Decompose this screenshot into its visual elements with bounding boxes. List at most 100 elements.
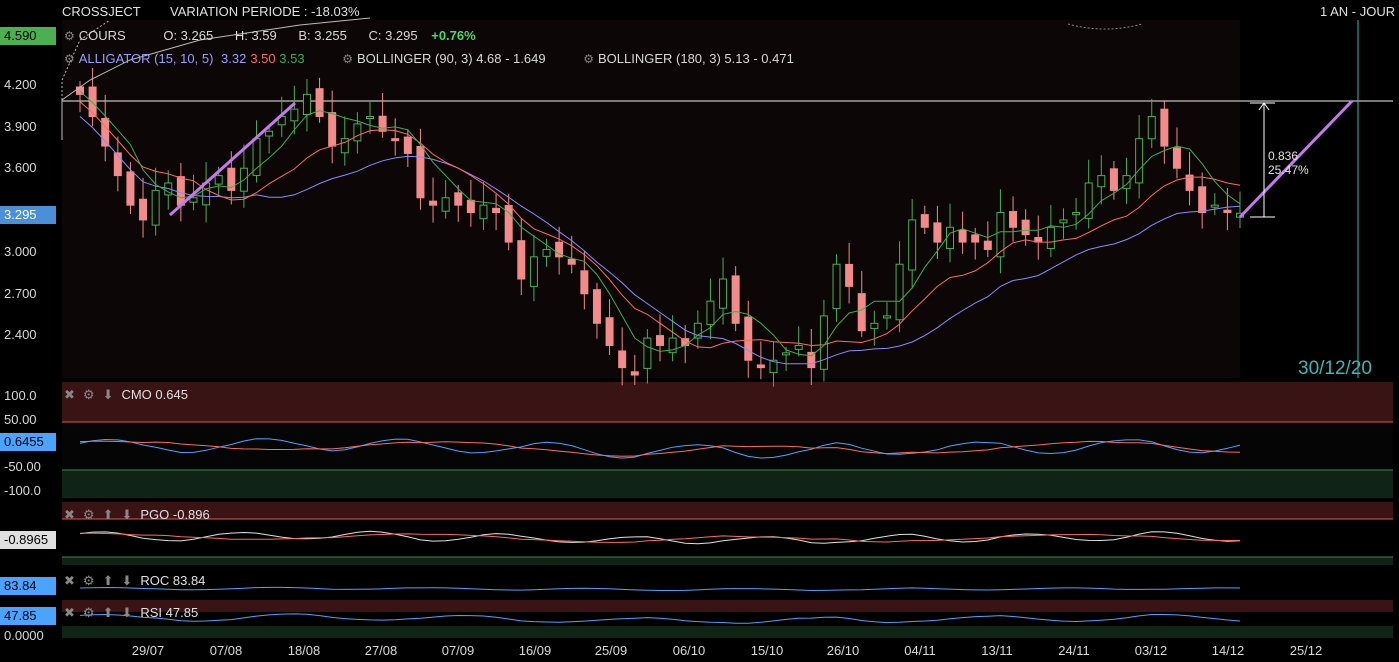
candle-body xyxy=(1122,175,1131,189)
y-tick: 3.600 xyxy=(4,160,37,175)
candle-body xyxy=(920,214,929,228)
low-value: B: 3.255 xyxy=(298,28,347,43)
indicators-row: ⚙ ALLIGATOR (15, 10, 5) 3.32 3.50 3.53 ⚙ BO… xyxy=(64,51,798,66)
bollinger-outer-line xyxy=(61,19,111,140)
instrument-name: CROSSJECT xyxy=(62,4,141,19)
alligator-lips-line xyxy=(79,91,1241,357)
arrow-down-icon[interactable]: ⬇ xyxy=(121,507,133,522)
candle-body xyxy=(832,263,841,310)
candle-body xyxy=(529,256,538,287)
close-icon[interactable]: ✖ xyxy=(64,507,75,522)
candle-body xyxy=(1172,147,1181,169)
candle-body xyxy=(618,350,627,369)
alligator-label: ALLIGATOR (15, 10, 5) xyxy=(78,51,214,66)
arrow-up-icon[interactable]: ⬆ xyxy=(102,507,114,522)
gear-icon[interactable]: ⚙ xyxy=(82,605,95,620)
arrow-down-icon[interactable]: ⬇ xyxy=(121,573,133,588)
candle-body xyxy=(353,123,362,142)
alligator-jaw-line xyxy=(79,116,1241,365)
arrow-up-icon[interactable]: ⬆ xyxy=(102,605,114,620)
candle-body xyxy=(769,359,778,374)
roc-title: ROC 83.84 xyxy=(140,573,206,588)
pgo-title: PGO -0.896 xyxy=(140,507,210,522)
candle-body xyxy=(454,192,463,206)
candle-body xyxy=(983,240,992,250)
candle-body xyxy=(719,278,728,309)
pgo-value-tag: -0.8965 xyxy=(0,531,56,549)
rsi-axis: 0.0000 xyxy=(4,628,44,643)
candle-body xyxy=(744,316,753,361)
pgo-upper-zone xyxy=(62,502,1393,519)
candle-body xyxy=(996,212,1005,258)
high-value: H: 3.59 xyxy=(234,28,277,43)
arrow-down-icon[interactable]: ⬇ xyxy=(102,387,114,402)
candle-body xyxy=(441,197,450,212)
candle-body xyxy=(592,289,601,324)
arrow-up-icon[interactable]: ⬆ xyxy=(102,573,114,588)
rsi-title: RSI 47.85 xyxy=(140,605,199,620)
trend-line-projection xyxy=(1238,99,1354,219)
candle-body xyxy=(391,138,400,142)
candle-body xyxy=(908,219,917,271)
candle-body xyxy=(845,263,854,287)
gear-icon[interactable]: ⚙ xyxy=(82,387,95,402)
x-tick: 03/12 xyxy=(1134,643,1168,658)
measure-value: 0.836 xyxy=(1268,149,1299,163)
gear-icon[interactable]: ⚙ xyxy=(64,52,75,66)
close-icon[interactable]: ✖ xyxy=(64,387,75,402)
candle-body xyxy=(731,275,740,324)
cmo-axis: -100.0 xyxy=(4,483,41,498)
x-tick: 14/12 xyxy=(1211,643,1245,658)
candle-body xyxy=(630,371,639,376)
arrow-down-icon[interactable]: ⬇ xyxy=(121,605,133,620)
cmo-line xyxy=(79,438,1241,459)
candle-body xyxy=(807,351,816,369)
bollinger-180-label: BOLLINGER (180, 3) 5.13 - 0.471 xyxy=(597,51,794,66)
gear-icon[interactable]: ⚙ xyxy=(82,507,95,522)
close-icon[interactable]: ✖ xyxy=(64,573,75,588)
candle-body xyxy=(492,207,501,214)
candle-body xyxy=(857,293,866,332)
candle-body xyxy=(366,116,374,120)
rsi-title-bar: ✖ ⚙ ⬆ ⬇ RSI 47.85 xyxy=(64,605,198,621)
gear-icon[interactable]: ⚙ xyxy=(342,52,353,66)
ohlc-row: ⚙ COURS O: 3.265 H: 3.59 B: 3.255 C: 3.29… xyxy=(64,28,480,43)
pgo-line xyxy=(79,530,1241,545)
candle-body xyxy=(403,136,412,154)
candle-body xyxy=(227,167,236,191)
x-tick: 18/08 xyxy=(287,643,321,658)
candle-body xyxy=(1185,174,1194,191)
roc-value-tag: 83.84 xyxy=(0,577,56,595)
pgo-title-bar: ✖ ⚙ ⬆ ⬇ PGO -0.896 xyxy=(64,507,210,523)
cmo-axis: 50.00 xyxy=(4,412,37,427)
candle-body xyxy=(101,117,110,147)
candle-body xyxy=(1210,204,1219,208)
bollinger-90-label: BOLLINGER (90, 3) 4.68 - 1.649 xyxy=(356,51,546,66)
candle-body xyxy=(176,176,185,206)
period-variation: VARIATION PERIODE : -18.03% xyxy=(170,4,360,19)
gear-icon[interactable]: ⚙ xyxy=(82,573,95,588)
x-tick: 25/12 xyxy=(1289,643,1323,658)
dashed-arc xyxy=(1067,23,1143,30)
candle-body xyxy=(580,270,589,295)
x-tick: 24/11 xyxy=(1058,643,1090,658)
candle-body xyxy=(958,229,967,243)
candle-body xyxy=(504,205,513,243)
x-tick: 25/09 xyxy=(594,643,628,658)
candle-body xyxy=(882,315,891,319)
candle-body xyxy=(1046,226,1055,249)
cmo-oversold-zone xyxy=(62,470,1393,498)
y-tick: 2.400 xyxy=(4,327,37,342)
cmo-signal-line xyxy=(79,440,1241,457)
cmo-axis: 100.0 xyxy=(4,388,37,403)
period-selector[interactable]: 1 AN - JOUR xyxy=(1320,4,1396,19)
rsi-lower-zone xyxy=(62,626,1393,638)
gear-icon[interactable]: ⚙ xyxy=(583,52,594,66)
candle-body xyxy=(656,335,664,346)
candle-body xyxy=(1009,211,1018,228)
close-icon[interactable]: ✖ xyxy=(64,605,75,620)
gear-icon[interactable]: ⚙ xyxy=(64,29,75,43)
candle-body xyxy=(1135,138,1144,184)
cmo-overbought-zone xyxy=(62,382,1393,422)
